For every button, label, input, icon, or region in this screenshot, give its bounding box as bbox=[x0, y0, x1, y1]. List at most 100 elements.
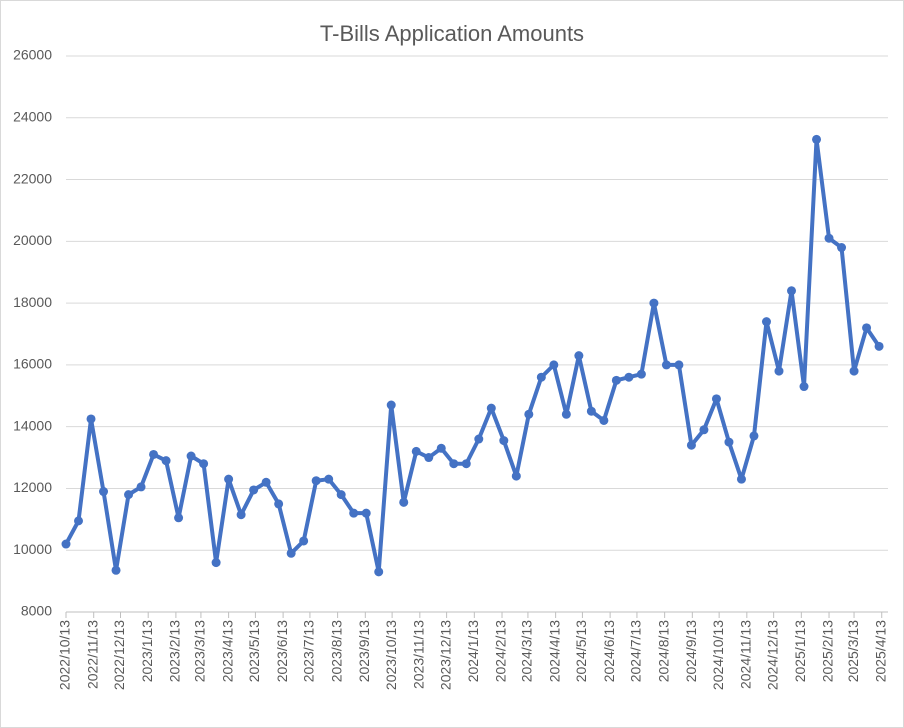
x-tick-label: 2023/2/13 bbox=[167, 620, 183, 682]
point bbox=[199, 459, 209, 469]
point bbox=[461, 459, 471, 469]
point bbox=[724, 437, 734, 447]
point bbox=[636, 369, 646, 379]
x-tick-label: 2025/2/13 bbox=[820, 620, 836, 682]
x-tick-label: 2023/10/13 bbox=[383, 620, 399, 690]
point bbox=[274, 499, 284, 509]
y-tick-label: 22000 bbox=[13, 170, 52, 186]
x-tick-label: 2023/3/13 bbox=[192, 620, 208, 682]
point bbox=[774, 366, 784, 376]
point bbox=[799, 382, 809, 392]
x-tick-label: 2024/6/13 bbox=[601, 620, 617, 682]
point bbox=[411, 446, 421, 456]
x-tick-label: 2023/6/13 bbox=[274, 620, 290, 682]
x-tick-label: 2024/11/13 bbox=[738, 620, 754, 689]
point bbox=[874, 341, 884, 351]
y-tick-label: 14000 bbox=[13, 417, 52, 433]
x-tick-label: 2022/11/13 bbox=[84, 620, 100, 689]
point bbox=[149, 449, 159, 459]
x-tick-label: 2025/1/13 bbox=[792, 620, 808, 682]
x-tick-label: 2024/10/13 bbox=[710, 620, 726, 690]
point bbox=[224, 474, 234, 484]
point bbox=[699, 425, 709, 435]
x-tick-label: 2023/9/13 bbox=[356, 620, 372, 682]
point bbox=[399, 497, 409, 507]
x-tick-label: 2024/2/13 bbox=[493, 620, 509, 682]
point bbox=[324, 474, 334, 484]
point bbox=[862, 323, 872, 333]
x-tick-label: 2024/8/13 bbox=[655, 620, 671, 682]
x-tick-label: 2025/3/13 bbox=[845, 620, 861, 682]
point bbox=[837, 243, 847, 253]
point bbox=[124, 490, 134, 500]
point bbox=[599, 415, 609, 425]
point bbox=[424, 453, 434, 463]
point bbox=[336, 490, 346, 500]
point bbox=[436, 443, 446, 453]
y-tick-label: 20000 bbox=[13, 232, 52, 248]
point bbox=[749, 431, 759, 441]
y-tick-label: 10000 bbox=[13, 541, 52, 557]
x-tick-label: 2023/12/13 bbox=[437, 620, 453, 690]
x-tick-label: 2024/1/13 bbox=[465, 620, 481, 682]
y-tick-label: 24000 bbox=[13, 108, 52, 124]
point bbox=[812, 134, 822, 144]
point bbox=[374, 567, 384, 577]
point bbox=[674, 360, 684, 370]
y-tick-label: 8000 bbox=[21, 603, 52, 619]
point bbox=[536, 372, 546, 382]
x-tick-label: 2023/8/13 bbox=[328, 620, 344, 682]
x-tick-label: 2023/11/13 bbox=[411, 620, 427, 689]
point bbox=[349, 508, 359, 518]
point bbox=[386, 400, 396, 410]
point bbox=[74, 516, 84, 526]
point bbox=[586, 406, 596, 416]
point bbox=[849, 366, 859, 376]
x-tick-label: 2023/1/13 bbox=[139, 620, 155, 682]
point bbox=[174, 513, 184, 523]
x-tick-label: 2023/5/13 bbox=[246, 620, 262, 682]
point bbox=[611, 375, 621, 385]
x-tick-label: 2024/4/13 bbox=[546, 620, 562, 682]
point bbox=[299, 536, 309, 546]
point bbox=[136, 482, 146, 492]
point bbox=[111, 565, 121, 575]
point bbox=[736, 474, 746, 484]
point bbox=[99, 487, 109, 497]
x-tick-label: 2025/4/13 bbox=[872, 620, 888, 682]
point bbox=[574, 351, 584, 361]
x-tick-label: 2023/7/13 bbox=[301, 620, 317, 682]
point bbox=[474, 434, 484, 444]
point bbox=[61, 539, 71, 549]
point bbox=[186, 451, 196, 461]
x-tick-label: 2022/12/13 bbox=[111, 620, 127, 690]
point bbox=[236, 510, 246, 520]
chart-title: T-Bills Application Amounts bbox=[320, 21, 584, 46]
point bbox=[311, 476, 321, 486]
point bbox=[686, 440, 696, 450]
y-tick-label: 12000 bbox=[13, 479, 52, 495]
point bbox=[86, 414, 96, 424]
point bbox=[511, 471, 521, 481]
point bbox=[249, 485, 259, 495]
point bbox=[161, 456, 171, 466]
x-tick-label: 2023/4/13 bbox=[219, 620, 235, 682]
x-tick-label: 2024/5/13 bbox=[573, 620, 589, 682]
y-tick-label: 18000 bbox=[13, 294, 52, 310]
x-tick-label: 2024/7/13 bbox=[628, 620, 644, 682]
x-tick-label: 2022/10/13 bbox=[57, 620, 73, 690]
point bbox=[624, 372, 634, 382]
point bbox=[499, 436, 509, 446]
point bbox=[361, 508, 371, 518]
point bbox=[524, 409, 534, 419]
y-tick-label: 16000 bbox=[13, 356, 52, 372]
point bbox=[661, 360, 671, 370]
point bbox=[649, 298, 659, 308]
point bbox=[561, 409, 571, 419]
x-tick-label: 2024/12/13 bbox=[764, 620, 780, 690]
point bbox=[549, 360, 559, 370]
x-tick-label: 2024/3/13 bbox=[519, 620, 535, 682]
point bbox=[286, 548, 296, 558]
